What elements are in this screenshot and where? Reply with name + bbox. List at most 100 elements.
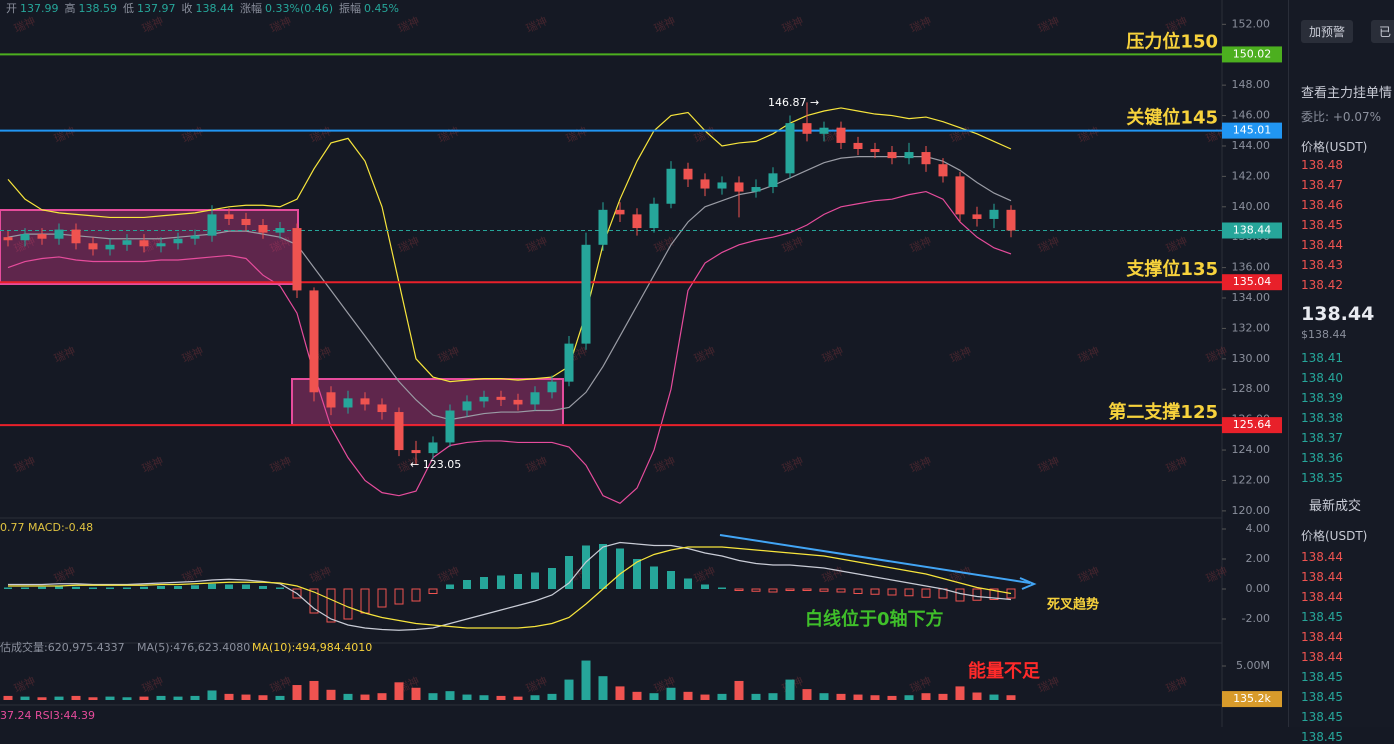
candle-body	[360, 398, 370, 405]
ask-price: 138.43	[1301, 258, 1343, 272]
volume-bar	[37, 697, 47, 700]
candle-body	[462, 401, 472, 411]
arrow-head	[1019, 577, 1037, 590]
volume-bar	[122, 697, 132, 700]
candle-body	[326, 392, 336, 408]
ohlc-value: 0.33%(0.46)	[265, 2, 333, 15]
volume-bar	[836, 693, 846, 700]
alert-button[interactable]: 加预警	[1301, 20, 1354, 43]
volume-bar	[394, 682, 404, 700]
ohlc-label: 高	[65, 1, 76, 15]
main-orders[interactable]: 查看主力挂单情	[1301, 86, 1393, 101]
y-tick-label: 128.00	[1232, 382, 1271, 395]
volume-bar	[649, 693, 659, 700]
volume-bar	[904, 695, 914, 700]
candle-body	[785, 123, 795, 174]
volume-bar	[411, 687, 421, 700]
candle-body	[428, 442, 438, 454]
level-tag	[1222, 274, 1282, 291]
macd-bar	[616, 548, 624, 589]
macd-bar	[853, 588, 863, 594]
volume-bar	[1006, 695, 1016, 700]
volume-bar	[105, 696, 115, 700]
y-tick-label: 140.00	[1232, 200, 1271, 213]
y-tick-label: 136.00	[1232, 261, 1271, 274]
y-tick-label: 144.00	[1232, 139, 1271, 152]
candle-body	[377, 404, 387, 413]
macd-bar	[4, 587, 12, 589]
y-tick-label: -2.00	[1242, 612, 1270, 625]
macd-bar	[870, 588, 880, 595]
y-tick-label: 124.00	[1232, 443, 1271, 456]
candle-body	[241, 218, 251, 226]
volume-bar	[71, 695, 81, 700]
macd-bar	[38, 586, 46, 589]
volume-bar	[989, 694, 999, 700]
candle-body	[530, 392, 540, 405]
trades-title: 最新成交	[1309, 499, 1362, 514]
candle-body	[700, 179, 710, 189]
volume-bar	[615, 686, 625, 700]
macd-bar	[55, 586, 63, 589]
macd-bar	[309, 588, 319, 614]
ohlc-label: 开	[6, 2, 17, 15]
trades-header: 价格(USDT)	[1301, 529, 1368, 543]
volume-bar	[581, 660, 591, 700]
y-tick-label: 120.00	[1232, 504, 1271, 517]
macd-bar	[21, 587, 29, 589]
volume-bar	[343, 693, 353, 700]
indicator-line	[7, 107, 1012, 383]
ohlc-label: 低	[123, 2, 134, 15]
y-tick-label: 152.00	[1232, 17, 1271, 30]
bid-price: 138.39	[1301, 391, 1343, 405]
volume-bar	[819, 693, 829, 700]
bid-price: 138.37	[1301, 431, 1343, 445]
macd-bar	[225, 584, 233, 589]
macd-bar	[904, 588, 914, 597]
low-value: 123.05	[423, 458, 462, 471]
level-tag	[1222, 417, 1282, 434]
rsi-label: 37.24 RSI3:44.39	[0, 709, 95, 722]
bid-price: 138.36	[1301, 451, 1343, 465]
candle-body	[632, 214, 642, 229]
volume-bar	[853, 694, 863, 700]
volume-tag-label: 135.2k	[1233, 692, 1271, 705]
current-price-tag	[1222, 222, 1282, 239]
macd-bar	[446, 584, 454, 589]
macd-bar	[1006, 588, 1016, 599]
candle-body	[547, 381, 557, 393]
candle-body	[394, 412, 404, 451]
trade-price: 138.45	[1301, 710, 1343, 724]
macd-bar	[819, 588, 829, 592]
volume-bar	[20, 696, 30, 700]
volume-bar	[207, 690, 217, 700]
candle-body	[768, 173, 778, 188]
volume-bar	[564, 679, 574, 700]
macd-bar	[463, 580, 471, 589]
high-annotation: 146.87 →	[768, 96, 819, 109]
volume-bar	[802, 689, 812, 700]
volume-ma10: MA(10):494,984.4010	[252, 641, 372, 654]
volume-bar	[326, 689, 336, 700]
macd-bar	[140, 586, 148, 589]
y-tick-label: 142.00	[1232, 169, 1271, 182]
ohlc-value: 138.44	[196, 2, 235, 15]
candle-body	[853, 142, 863, 150]
macd-bar	[191, 585, 199, 589]
macd-bar	[565, 556, 573, 589]
macd-bar	[276, 587, 284, 589]
volume-bar	[258, 695, 268, 700]
macd-label: 0.77 MACD:-0.48	[0, 521, 93, 534]
other-button[interactable]: 已	[1371, 20, 1394, 43]
volume-bar	[513, 696, 523, 700]
macd-bar	[394, 588, 404, 605]
macd-bar	[684, 578, 692, 589]
volume-bar	[173, 696, 183, 700]
background	[0, 0, 1288, 727]
trade-price: 138.44	[1301, 630, 1343, 644]
volume-bar	[190, 695, 200, 700]
macd-bar	[123, 587, 131, 589]
macd-bar	[785, 588, 795, 591]
last-price-usd: $138.44	[1301, 328, 1347, 341]
macd-bar	[599, 544, 607, 589]
